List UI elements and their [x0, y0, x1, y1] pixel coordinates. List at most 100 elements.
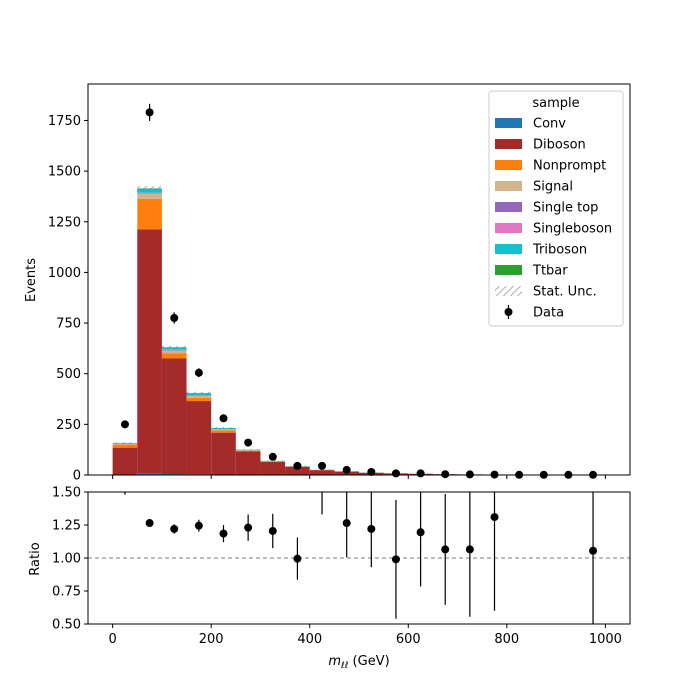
data-point	[244, 438, 253, 447]
main-y-axis-label: Events	[24, 258, 39, 302]
legend-swatch	[495, 118, 522, 128]
y-tick-label: 1500	[48, 165, 81, 180]
ratio-point	[367, 524, 376, 533]
data-point	[416, 469, 425, 478]
ratio-x-ticks: 0 200 400 600 800 1000	[108, 624, 622, 647]
ratio-point	[194, 521, 203, 530]
y-tick-label: 1.00	[52, 552, 81, 567]
stat-unc-bin	[211, 427, 236, 429]
bar-diboson	[285, 466, 310, 475]
bar-diboson	[309, 470, 335, 475]
main-axes-frame	[87, 83, 631, 476]
ratio-point	[490, 513, 499, 522]
ratio-point	[145, 519, 154, 528]
x-axis-label-sub: ℓℓ	[340, 661, 348, 671]
stat-unc-bin	[260, 460, 286, 462]
ratio-point	[589, 546, 598, 555]
legend-label: Diboson	[533, 138, 586, 153]
legend-swatch-stat-unc	[495, 286, 522, 296]
legend-swatch	[495, 223, 522, 233]
bar-signal	[112, 443, 138, 445]
ratio-y-ticks: 0.50 0.75 1.00 1.25 1.50	[52, 486, 88, 633]
ratio-panel: 0.50 0.75 1.00 1.25 1.50 0 200 400 600 800 1000 R…	[28, 486, 631, 671]
series-single-top	[137, 193, 236, 430]
bar-diboson	[112, 447, 138, 475]
data-point	[145, 108, 154, 117]
ratio-y-axis-label: Ratio	[28, 542, 43, 575]
ratio-point	[268, 526, 277, 535]
y-tick-label: 1000	[48, 266, 81, 281]
legend-swatch	[495, 160, 522, 170]
y-tick-label: 1250	[48, 215, 81, 230]
legend-label: Triboson	[532, 243, 587, 258]
x-tick-label: 1000	[589, 632, 622, 647]
legend-label: Stat. Unc.	[533, 285, 597, 300]
data-point	[170, 313, 179, 322]
bar-diboson	[235, 451, 261, 475]
y-tick-label: 1.50	[52, 486, 81, 501]
x-axis-label-unit: (GeV)	[348, 654, 389, 669]
bar-signal	[186, 395, 212, 399]
data-point	[318, 461, 327, 470]
x-axis-label-var: m	[328, 654, 341, 669]
bar-triboson	[137, 188, 162, 193]
ratio-point	[170, 524, 179, 533]
legend-swatch	[495, 244, 522, 254]
y-tick-label: 250	[56, 418, 81, 433]
ratio-points	[124, 492, 598, 624]
legend-label: Nonprompt	[533, 159, 606, 174]
bar-diboson	[186, 401, 212, 475]
legend-swatch	[495, 181, 522, 191]
ratio-point	[342, 519, 351, 528]
data-point	[391, 469, 400, 478]
bar-diboson	[161, 358, 187, 474]
bar-diboson	[260, 461, 286, 475]
legend-title: sample	[532, 96, 579, 111]
x-tick-label: 0	[108, 632, 116, 647]
legend-label: Ttbar	[532, 264, 568, 279]
bar-triboson	[186, 393, 212, 396]
bar-conv	[137, 473, 162, 475]
x-tick-label: 800	[494, 632, 519, 647]
series-nonprompt	[112, 198, 335, 471]
ratio-point	[416, 528, 425, 537]
bar-nonprompt	[137, 198, 162, 230]
legend-data-marker	[504, 308, 513, 316]
ratio-point	[293, 554, 302, 563]
x-axis-label: mℓℓ (GeV)	[328, 654, 389, 671]
main-histogram-panel: 0 250 500 750 1000 1250 1500 1750 Events sample…	[24, 83, 631, 484]
bar-conv	[161, 473, 187, 475]
bar-signal	[161, 350, 187, 354]
legend-label: Singleboson	[533, 222, 612, 237]
stat-unc-bin	[309, 469, 335, 471]
legend-label: Conv	[533, 117, 566, 132]
y-tick-label: 0.50	[52, 618, 81, 633]
main-x-ticks	[112, 475, 606, 479]
stat-unc-bin	[112, 442, 138, 444]
main-y-ticks: 0 250 500 750 1000 1250 1500 1750	[48, 114, 88, 484]
data-point	[194, 368, 203, 377]
stat-unc-bin	[235, 448, 261, 451]
ratio-point	[391, 555, 400, 564]
x-tick-label: 200	[199, 632, 224, 647]
series-singleboson	[137, 192, 212, 396]
ratio-point	[465, 545, 474, 554]
bar-nonprompt	[211, 430, 236, 433]
bar-diboson	[211, 432, 236, 475]
legend-label: Data	[533, 306, 564, 321]
legend-label: Single top	[533, 201, 598, 216]
ratio-point	[219, 529, 228, 538]
legend-swatch	[495, 202, 522, 212]
y-tick-label: 1.25	[52, 519, 81, 534]
data-point	[342, 465, 351, 474]
y-tick-label: 1750	[48, 114, 81, 129]
data-point	[120, 420, 129, 429]
data-point	[293, 461, 302, 470]
x-tick-label: 600	[396, 632, 421, 647]
bar-signal	[211, 429, 236, 431]
data-point	[465, 470, 474, 479]
legend-swatch	[495, 265, 522, 275]
bar-diboson	[137, 229, 162, 474]
bar-nonprompt	[235, 450, 261, 452]
